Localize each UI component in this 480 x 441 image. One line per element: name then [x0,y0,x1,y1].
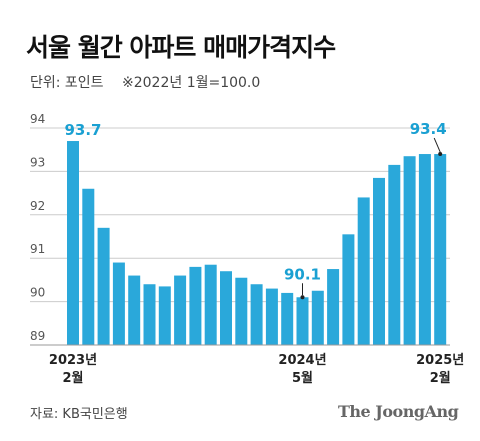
x-label-month: 2월 [430,370,451,386]
bar-2024-12 [403,156,416,345]
data-label: 90.1 [284,265,321,283]
bar-2024-03 [265,288,278,345]
y-tick-label: 93 [30,155,45,169]
data-label: 93.4 [410,120,447,138]
x-label-year: 2025년 [416,353,464,368]
chart-title: 서울 월간 아파트 매매가격지수 [26,33,336,62]
bar-2023-03 [82,188,95,345]
bar-2024-07 [327,269,340,345]
bar-2024-02 [250,284,263,345]
bar-2024-04 [281,292,294,345]
y-tick-label: 89 [30,329,45,343]
bar-2024-10 [373,177,385,345]
x-label-month: 2월 [62,370,83,386]
y-tick-label: 91 [30,242,45,256]
bar-2024-11 [388,164,401,345]
bar-2023-04 [97,227,110,345]
bar-2023-10 [189,266,202,345]
bar-2023-05 [112,262,125,345]
bar-2024-01 [235,277,248,345]
bar-2023-09 [174,275,187,345]
bar-2024-05 [296,297,309,345]
x-label-year: 2023년 [49,353,97,368]
annotation-dot [438,152,443,157]
bar-2024-06 [311,290,324,345]
bar-2024-09 [357,197,370,345]
bar-2023-08 [158,286,171,345]
bar-2024-08 [342,234,355,345]
annotation-leader [433,137,441,153]
unit-label: 단위: 포인트 [30,75,104,91]
bar-2025-01 [418,154,431,345]
y-tick-label: 94 [30,112,45,126]
bar-2023-07 [143,284,156,345]
bar-2025-02 [434,154,447,345]
bar-2023-11 [204,264,217,345]
x-label-year: 2024년 [278,353,326,368]
brand-logo: The JoongAng [338,402,459,421]
source-note: 자료: KB국민은행 [30,407,128,422]
annotation-dot [300,295,305,300]
base-note: ※2022년 1월=100.0 [122,75,261,91]
x-label-month: 5월 [292,370,313,386]
bar-2023-06 [128,275,141,345]
y-tick-label: 90 [30,286,45,300]
bar-2023-02 [67,141,79,345]
bar-2023-12 [220,271,232,345]
data-label: 93.7 [64,121,101,139]
y-tick-label: 92 [30,199,45,213]
